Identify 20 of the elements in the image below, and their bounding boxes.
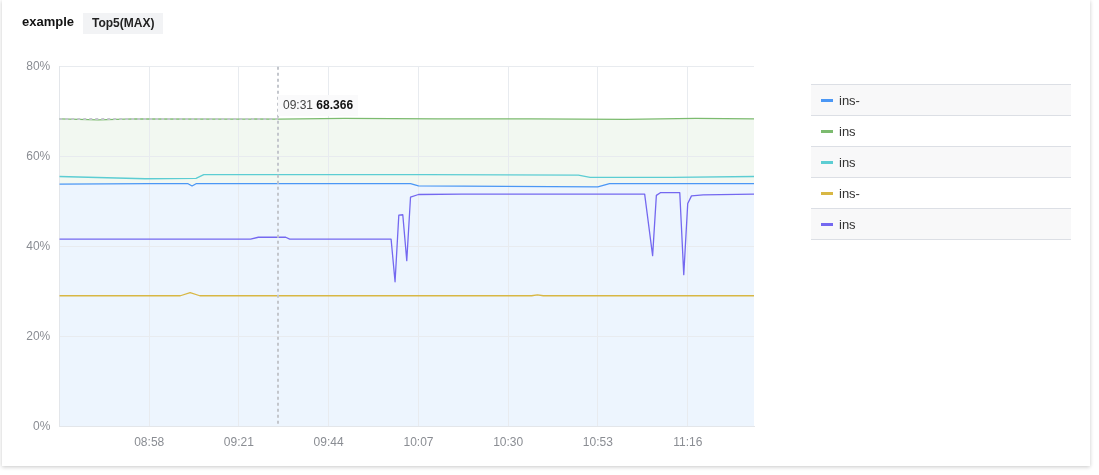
legend-label: ins bbox=[839, 216, 856, 232]
x-tick-label: 09:44 bbox=[313, 435, 344, 450]
y-tick-label: 20% bbox=[26, 329, 51, 344]
legend-label: ins bbox=[839, 154, 856, 170]
annotation: 09:31 68.366 bbox=[282, 97, 354, 112]
chart-subtitle: Top5(MAX) bbox=[83, 13, 164, 34]
y-tick-label: 80% bbox=[26, 59, 51, 74]
x-tick-label: 10:53 bbox=[582, 435, 614, 450]
x-tick-label: 11:16 bbox=[673, 435, 703, 450]
x-tick-label: 08:58 bbox=[134, 435, 165, 450]
legend-label: ins- bbox=[839, 92, 860, 108]
y-tick-label: 0% bbox=[32, 419, 51, 434]
legend-label: ins bbox=[839, 123, 856, 139]
x-tick-label: 10:30 bbox=[493, 435, 524, 450]
legend-label: ins- bbox=[839, 185, 860, 201]
y-tick-label: 60% bbox=[26, 149, 51, 164]
chart-title: example bbox=[22, 14, 75, 30]
x-tick-label: 09:21 bbox=[223, 435, 255, 450]
y-tick-label: 40% bbox=[26, 239, 51, 254]
x-tick-label: 10:07 bbox=[403, 435, 434, 450]
